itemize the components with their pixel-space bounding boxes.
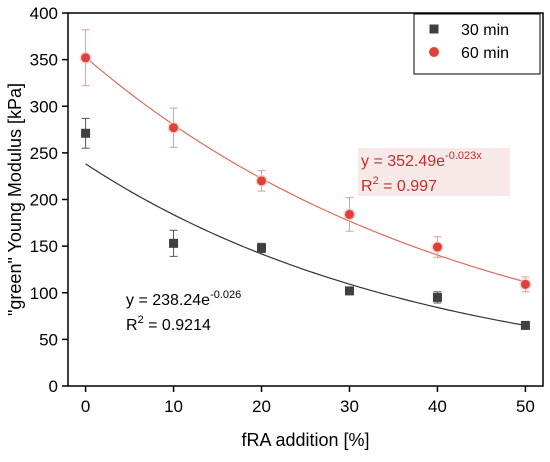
fit-line-60min (85, 56, 526, 283)
x-axis-ticks: 0 10 20 30 40 50 (81, 386, 535, 416)
fit-line-30min (85, 163, 526, 327)
y-tick-label: 50 (39, 330, 58, 349)
legend-label-60min: 60 min (461, 45, 509, 62)
fit-equation-30min: y = 238.24e-0.026 R2 = 0.9214 (126, 289, 241, 334)
legend-marker-60min (429, 47, 439, 57)
point-60min (257, 176, 267, 186)
point-30min (81, 128, 91, 138)
y-tick-label: 300 (30, 97, 58, 116)
point-60min (432, 242, 442, 252)
svg-text:y = 352.49e-0.023x: y = 352.49e-0.023x (361, 150, 482, 170)
y-tick-label: 100 (30, 284, 58, 303)
svg-text:y = 238.24e-0.026: y = 238.24e-0.026 (126, 289, 241, 309)
point-60min (344, 209, 354, 219)
x-tick-label: 0 (81, 397, 90, 416)
y-tick-label: 250 (30, 144, 58, 163)
legend: 30 min 60 min (413, 13, 541, 75)
svg-text:R2 = 0.997: R2 = 0.997 (361, 175, 437, 195)
point-30min (169, 238, 179, 248)
series-layer (79, 29, 532, 330)
point-30min (344, 286, 354, 296)
y-tick-label: 150 (30, 237, 58, 256)
point-30min (257, 243, 267, 253)
x-tick-label: 10 (164, 397, 183, 416)
x-tick-label: 20 (252, 397, 271, 416)
point-30min (432, 292, 442, 302)
fit-equation-60min: y = 352.49e-0.023x R2 = 0.997 (358, 148, 510, 196)
point-30min (520, 320, 530, 330)
y-axis-ticks: 0 50 100 150 200 250 300 350 400 (30, 4, 68, 396)
point-60min (81, 53, 91, 63)
legend-box (413, 13, 541, 75)
x-tick-label: 40 (428, 397, 447, 416)
y-tick-label: 350 (30, 51, 58, 70)
svg-text:R2 = 0.9214: R2 = 0.9214 (126, 314, 211, 334)
y-tick-label: 200 (30, 191, 58, 210)
x-tick-label: 30 (340, 397, 359, 416)
y-axis-label: "green" Young Modulus [kPa] (5, 83, 25, 316)
x-tick-label: 50 (516, 397, 535, 416)
y-tick-label: 400 (30, 4, 58, 23)
legend-marker-30min (429, 24, 439, 34)
point-60min (520, 279, 530, 289)
x-axis-label: fRA addition [%] (241, 430, 369, 450)
legend-label-30min: 30 min (461, 22, 509, 39)
y-tick-label: 0 (49, 377, 58, 396)
point-60min (169, 123, 179, 133)
